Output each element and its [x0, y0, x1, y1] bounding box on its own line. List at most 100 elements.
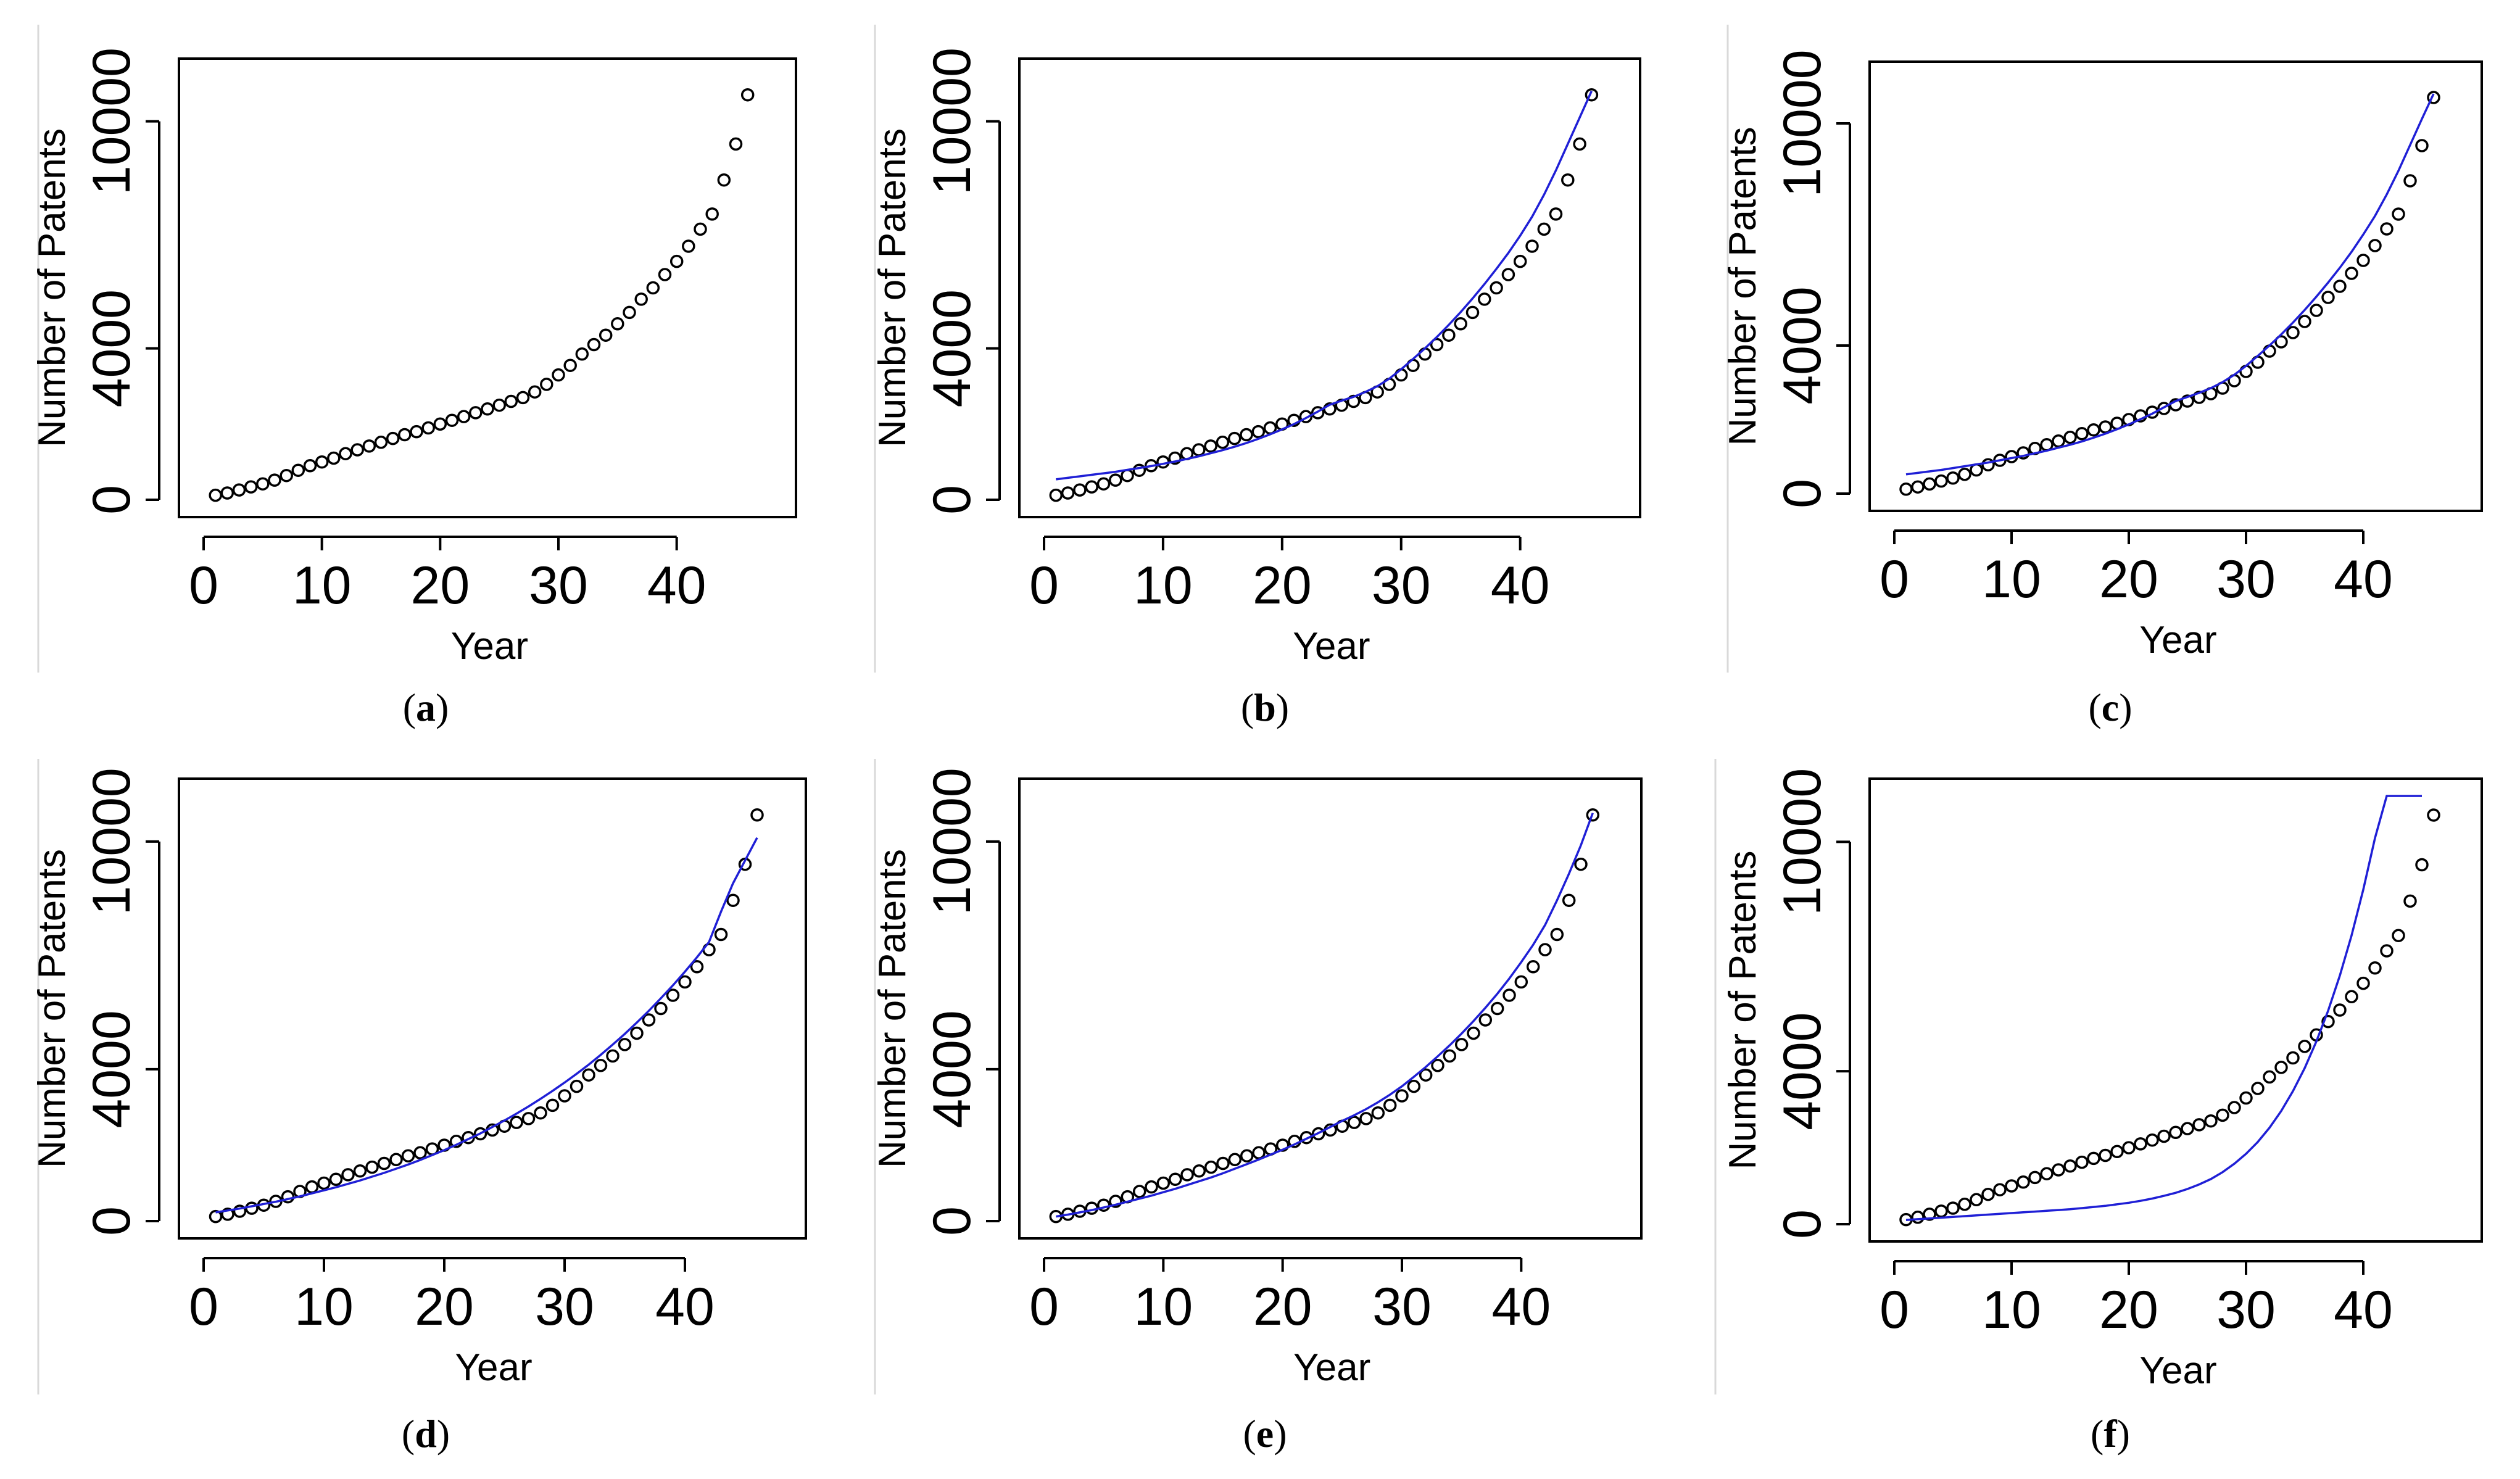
y-tick-label-a-0: 0	[82, 485, 141, 515]
data-point-c-8	[1981, 458, 1995, 471]
data-point-a-19	[421, 421, 435, 435]
data-point-b-18	[1251, 425, 1266, 439]
data-point-f-7	[1970, 1193, 1983, 1207]
data-point-c-38	[2333, 280, 2347, 293]
data-point-e-37	[1478, 1013, 1493, 1027]
data-point-e-16	[1228, 1153, 1242, 1167]
data-point-f-45	[2415, 858, 2429, 872]
fitted-line-e	[1056, 813, 1594, 1218]
y-axis-title-b: Number of Patents	[871, 128, 914, 447]
data-point-e-12	[1180, 1168, 1194, 1182]
data-point-e-36	[1467, 1026, 1480, 1040]
data-point-d-14	[365, 1160, 379, 1174]
data-point-e-35	[1454, 1038, 1469, 1051]
y-tick-label-f-10000: 10000	[1773, 768, 1832, 916]
x-axis-title-f: Year	[2139, 1349, 2216, 1392]
data-point-d-11	[329, 1172, 343, 1187]
data-point-c-34	[2286, 326, 2300, 339]
data-point-a-34	[599, 328, 613, 342]
panel-caption-c: (c)	[2088, 686, 2132, 729]
y-tick-label-a-10000: 10000	[82, 48, 141, 195]
data-point-e-45	[1574, 857, 1588, 871]
data-point-d-39	[666, 988, 680, 1002]
data-point-c-14	[2052, 434, 2065, 448]
x-tick-label-f-0: 0	[1880, 1280, 1909, 1340]
data-point-b-16	[1227, 431, 1241, 445]
y-axis-title-a: Number of Patents	[31, 128, 73, 447]
x-axis-title-c: Year	[2139, 619, 2216, 661]
data-point-a-43	[705, 207, 719, 221]
y-tick-label-c-4000: 4000	[1773, 286, 1832, 404]
data-point-d-13	[353, 1164, 367, 1178]
data-point-a-32	[575, 347, 589, 361]
data-point-b-13	[1192, 443, 1206, 457]
data-point-f-17	[2087, 1151, 2100, 1166]
plot-frame-c	[1868, 60, 2483, 512]
data-point-e-10	[1156, 1176, 1171, 1190]
data-point-f-6	[1958, 1198, 1971, 1211]
data-point-e-13	[1192, 1164, 1206, 1178]
data-point-c-1	[1899, 483, 1913, 496]
x-tick-label-b-40: 40	[1491, 556, 1550, 615]
data-point-f-20	[2122, 1141, 2136, 1154]
y-tick-label-d-0: 0	[82, 1206, 141, 1236]
data-point-f-33	[2274, 1061, 2288, 1074]
data-point-f-32	[2263, 1070, 2276, 1084]
panel-caption-b: (b)	[1241, 686, 1289, 729]
x-tick-label-d-0: 0	[189, 1277, 218, 1336]
data-point-d-28	[534, 1106, 547, 1120]
y-tick-label-e-0: 0	[922, 1206, 982, 1236]
data-point-a-46	[740, 88, 755, 102]
plot-frame-e	[1018, 777, 1643, 1240]
data-point-a-2	[220, 486, 234, 500]
x-tick-label-a-20: 20	[410, 556, 470, 615]
data-point-f-9	[1993, 1183, 2007, 1196]
data-point-d-41	[690, 960, 704, 974]
data-point-a-30	[552, 368, 565, 382]
data-point-b-1	[1049, 488, 1063, 502]
data-point-e-17	[1240, 1149, 1254, 1162]
data-point-c-33	[2274, 335, 2288, 349]
data-point-b-34	[1442, 328, 1456, 342]
data-point-a-16	[386, 431, 400, 445]
data-point-a-35	[611, 317, 624, 331]
panel-a: 0 10 20 30 40 0 4000 10000 Year Number of Patents…	[31, 48, 797, 729]
data-point-e-26	[1347, 1116, 1361, 1129]
data-point-e-11	[1168, 1172, 1182, 1187]
data-point-d-2	[221, 1208, 234, 1221]
data-point-e-32	[1419, 1068, 1433, 1082]
data-point-a-11	[327, 451, 341, 465]
data-point-e-39	[1502, 988, 1516, 1002]
data-point-d-17	[401, 1149, 415, 1162]
data-point-a-14	[362, 439, 376, 453]
data-point-d-18	[413, 1146, 427, 1160]
x-tick-label-f-20: 20	[2099, 1280, 2158, 1340]
data-point-d-15	[377, 1156, 391, 1170]
y-tick-label-c-0: 0	[1773, 479, 1832, 508]
data-point-f-13	[2040, 1167, 2054, 1180]
data-point-b-4	[1085, 480, 1098, 494]
data-point-a-31	[563, 358, 577, 372]
y-tick-label-f-0: 0	[1773, 1209, 1832, 1239]
data-point-d-35	[618, 1038, 632, 1051]
x-tick-label-f-40: 40	[2334, 1280, 2393, 1340]
y-tick-label-b-4000: 4000	[922, 289, 982, 407]
data-point-c-3	[1923, 477, 1936, 491]
data-point-a-15	[374, 436, 388, 449]
data-point-f-38	[2333, 1003, 2347, 1017]
data-point-d-27	[521, 1112, 536, 1125]
data-point-e-9	[1145, 1180, 1158, 1194]
data-point-a-3	[232, 483, 246, 497]
x-tick-label-b-10: 10	[1134, 556, 1193, 615]
data-point-e-22	[1299, 1130, 1314, 1145]
data-point-c-36	[2310, 304, 2323, 317]
data-point-f-2	[1911, 1211, 1925, 1224]
panel-b: 0 10 20 30 40 0 4000 10000 Year Number of Patents…	[871, 48, 1641, 729]
data-point-b-43	[1549, 207, 1563, 221]
data-point-f-22	[2145, 1133, 2159, 1147]
data-point-e-38	[1490, 1001, 1504, 1016]
data-point-b-33	[1430, 338, 1444, 352]
data-point-b-45	[1573, 137, 1586, 151]
data-point-f-44	[2403, 894, 2417, 908]
